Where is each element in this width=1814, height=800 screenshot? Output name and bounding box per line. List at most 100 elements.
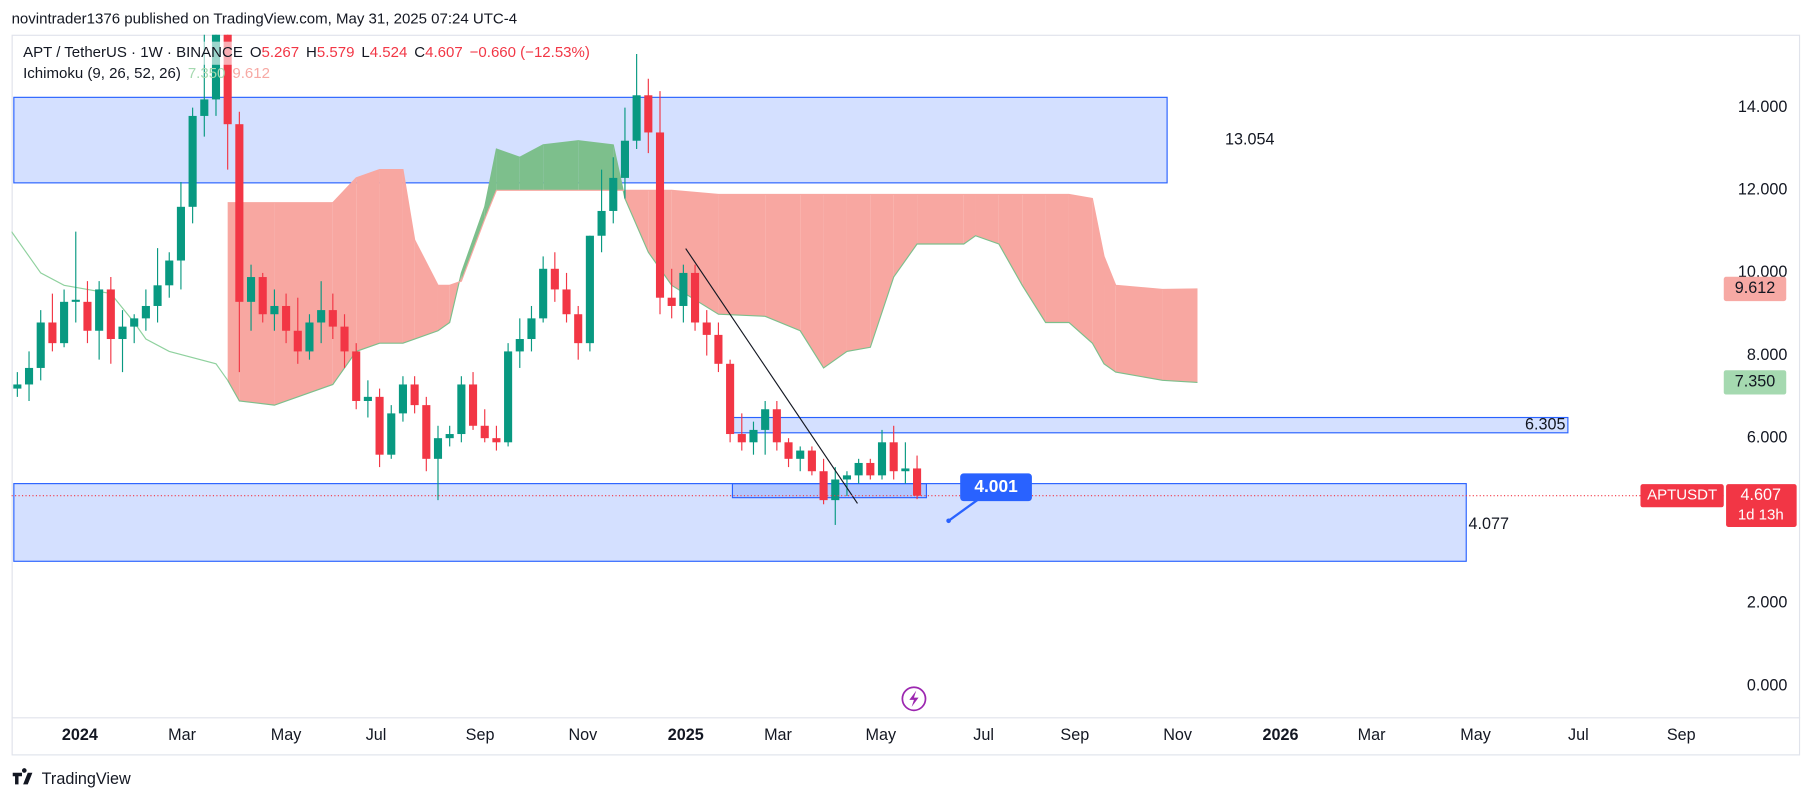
ichimoku-cloud	[823, 194, 847, 368]
zone	[731, 416, 1569, 434]
ichimoku-cloud	[998, 194, 1023, 286]
candle-body	[609, 177, 618, 211]
candle-body	[761, 409, 770, 430]
ichimoku-cloud	[624, 190, 649, 253]
legend-key: H	[306, 44, 317, 61]
candle-body	[807, 450, 816, 472]
candle-body	[387, 413, 396, 455]
x-tick-label: Sep	[1060, 726, 1089, 744]
candle-body	[410, 384, 419, 406]
ichimoku-cloud	[1162, 288, 1198, 383]
candle-body	[632, 95, 641, 141]
x-tick-label: Jul	[1568, 726, 1589, 744]
indicator-name: Ichimoku (9, 26, 52, 26)	[23, 65, 181, 82]
candle-body	[83, 301, 92, 331]
legend-bg	[16, 41, 237, 65]
x-tick-label: Sep	[466, 726, 495, 744]
candle-body	[95, 289, 104, 331]
candle-body	[48, 322, 57, 344]
candle-body	[176, 206, 185, 261]
countdown-label: 1d 13h	[1738, 506, 1784, 523]
x-tick-label: Mar	[168, 726, 196, 744]
candle-body	[36, 322, 45, 368]
candle-body	[655, 132, 665, 298]
candle-body	[188, 115, 197, 207]
ichimoku-cloud	[1045, 194, 1069, 323]
candle-body	[784, 442, 793, 459]
candle-body	[492, 438, 501, 443]
symbol-tag	[1640, 484, 1724, 508]
ichimoku-cloud	[718, 194, 766, 317]
callout-anchor	[946, 518, 951, 524]
y-tick-label: 14.000	[1738, 98, 1788, 116]
candle-body	[539, 268, 548, 319]
ichimoku-cloud	[519, 144, 544, 191]
price-badge-label: 7.350	[1735, 373, 1776, 391]
x-tick-label: May	[271, 726, 302, 744]
ichimoku-cloud	[239, 202, 275, 406]
candle-body	[819, 471, 828, 501]
publish-header: novintrader1376 published on TradingView…	[12, 11, 518, 28]
candle-body	[317, 310, 326, 323]
candle-body	[737, 434, 746, 443]
candle-body	[527, 318, 536, 340]
x-tick-label: 2025	[668, 726, 704, 744]
symbol-tag-label: APTUSDT	[1647, 487, 1717, 504]
indicator-value: 9.612	[232, 65, 270, 82]
footer-brand: TradingView	[42, 770, 131, 788]
candle-body	[702, 322, 711, 335]
candle-body	[246, 277, 256, 302]
ichimoku-cloud	[449, 272, 462, 323]
candle-body	[363, 396, 372, 401]
ichimoku-cloud	[402, 169, 415, 344]
candle-body	[480, 425, 489, 439]
x-tick-label: Mar	[764, 726, 792, 744]
candle-body	[258, 277, 267, 315]
legend-change: −0.660 (−12.53%)	[470, 44, 590, 61]
zone	[13, 483, 1467, 562]
candle-body	[153, 285, 162, 306]
ichimoku-cloud	[1068, 194, 1093, 344]
legend-key: C	[414, 44, 425, 61]
candle-body	[468, 384, 478, 426]
indicator-value: 7.350	[188, 65, 226, 82]
candle-body	[831, 479, 840, 501]
candle-body	[749, 429, 758, 443]
candle-body	[620, 140, 629, 178]
ichimoku-cloud	[765, 194, 801, 331]
ichimoku-cloud	[893, 194, 918, 278]
zone	[731, 483, 927, 499]
candle-body	[457, 384, 466, 435]
legend-value: 4.524	[370, 44, 408, 61]
candle-body	[282, 305, 291, 331]
zone-label: 13.054	[1225, 130, 1275, 148]
zone-label: 4.077	[1469, 515, 1510, 533]
x-tick-label: 2024	[62, 726, 98, 744]
price-badge-label: 9.612	[1735, 279, 1776, 297]
ichimoku-cloud	[1115, 285, 1163, 381]
x-tick-label: May	[1460, 726, 1491, 744]
candle-body	[340, 326, 349, 352]
candle-body	[901, 468, 910, 472]
candle-body	[585, 235, 594, 344]
candle-body	[854, 462, 863, 476]
y-tick-label: 10.000	[1738, 263, 1788, 281]
candle-body	[433, 438, 443, 459]
ichimoku-cloud	[484, 148, 497, 220]
legend-value: 4.607	[425, 44, 463, 61]
lightning-icon	[901, 686, 927, 712]
y-tick-label: 12.000	[1738, 181, 1788, 199]
plot-area	[11, 34, 1724, 562]
candle-body	[877, 442, 887, 476]
ichimoku-cloud	[414, 239, 438, 340]
ichimoku-cloud	[496, 148, 520, 191]
candle-body	[644, 95, 653, 133]
y-tick-label: 8.000	[1747, 346, 1788, 364]
ichimoku-cloud	[975, 194, 999, 245]
ichimoku-cloud	[274, 202, 333, 406]
ichimoku-cloud	[846, 194, 871, 352]
x-tick-label: May	[866, 726, 897, 744]
candle-body	[574, 314, 583, 344]
